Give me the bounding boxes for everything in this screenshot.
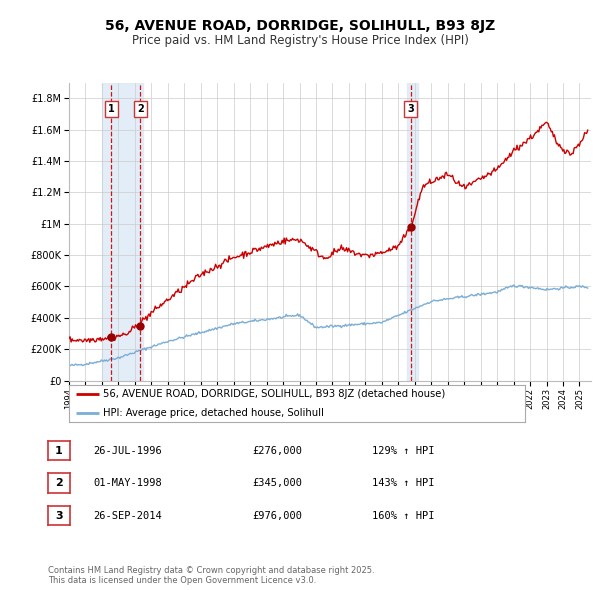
Text: Price paid vs. HM Land Registry's House Price Index (HPI): Price paid vs. HM Land Registry's House …: [131, 34, 469, 47]
Text: 26-JUL-1996: 26-JUL-1996: [93, 446, 162, 455]
Text: 56, AVENUE ROAD, DORRIDGE, SOLIHULL, B93 8JZ (detached house): 56, AVENUE ROAD, DORRIDGE, SOLIHULL, B93…: [103, 389, 445, 399]
Text: 160% ↑ HPI: 160% ↑ HPI: [372, 511, 434, 520]
Text: 26-SEP-2014: 26-SEP-2014: [93, 511, 162, 520]
Text: HPI: Average price, detached house, Solihull: HPI: Average price, detached house, Soli…: [103, 408, 324, 418]
Text: £276,000: £276,000: [252, 446, 302, 455]
Text: 1: 1: [55, 446, 62, 455]
Text: 143% ↑ HPI: 143% ↑ HPI: [372, 478, 434, 488]
Text: Contains HM Land Registry data © Crown copyright and database right 2025.
This d: Contains HM Land Registry data © Crown c…: [48, 566, 374, 585]
Text: 2: 2: [55, 478, 62, 488]
Text: 56, AVENUE ROAD, DORRIDGE, SOLIHULL, B93 8JZ: 56, AVENUE ROAD, DORRIDGE, SOLIHULL, B93…: [105, 19, 495, 33]
Bar: [102, 83, 143, 381]
Text: 01-MAY-1998: 01-MAY-1998: [93, 478, 162, 488]
Text: 3: 3: [55, 511, 62, 520]
Text: £345,000: £345,000: [252, 478, 302, 488]
Text: 129% ↑ HPI: 129% ↑ HPI: [372, 446, 434, 455]
Bar: [407, 83, 418, 381]
Text: 3: 3: [407, 104, 414, 114]
Text: £976,000: £976,000: [252, 511, 302, 520]
Text: 2: 2: [137, 104, 143, 114]
Text: 1: 1: [108, 104, 115, 114]
